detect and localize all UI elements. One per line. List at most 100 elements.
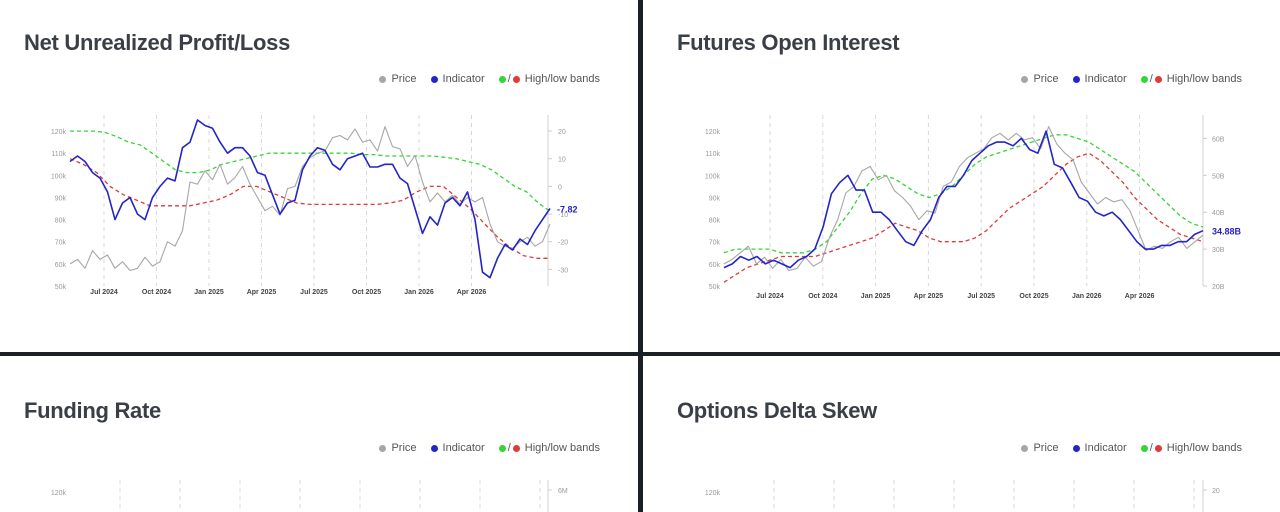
series-line-indicator xyxy=(723,130,1204,269)
x-tick-label: Apr 2025 xyxy=(247,289,277,296)
x-tick-label: Jul 2025 xyxy=(967,293,995,300)
y-left-tick-label: 120k xyxy=(705,129,721,136)
legend-price-label: Price xyxy=(1033,442,1059,454)
x-tick-label: Oct 2024 xyxy=(142,289,171,296)
price-dot-icon xyxy=(379,444,387,452)
y-left-tick-label: 60k xyxy=(55,262,67,269)
chart-legend: Price Indicator / High/low bands xyxy=(379,73,600,85)
y-left-tick-label: 120k xyxy=(51,129,67,136)
legend-indicator-label: Indicator xyxy=(1084,442,1127,454)
y-left-tick-label: 110k xyxy=(51,151,66,158)
x-tick-label: Apr 2025 xyxy=(914,293,944,300)
price-dot-icon xyxy=(1021,444,1029,452)
legend-indicator-label: Indicator xyxy=(1084,73,1127,85)
y-left-tick-label: 50k xyxy=(55,284,67,291)
legend-slash: / xyxy=(1149,73,1153,85)
legend-bands-label: High/low bands xyxy=(1166,73,1242,85)
high-band-dot-icon xyxy=(498,75,506,83)
series-line-price xyxy=(723,126,1204,272)
y-right-tick-label: 30B xyxy=(1212,247,1225,254)
legend-price[interactable]: Price xyxy=(1021,73,1059,85)
y-left-tick-label: 80k xyxy=(55,218,67,225)
indicator-dot-icon xyxy=(1072,444,1080,452)
x-tick-label: Jul 2024 xyxy=(90,289,118,296)
legend-indicator[interactable]: Indicator xyxy=(430,442,485,454)
high-band-dot-icon xyxy=(498,444,506,452)
legend-indicator-label: Indicator xyxy=(442,73,485,85)
legend-bands[interactable]: / High/low bands xyxy=(1140,442,1242,454)
legend-slash: / xyxy=(1149,442,1153,454)
y-left-tick-label: 100k xyxy=(705,173,721,180)
chart-svg: 50k 60k 70k 80k 90k 100k 110k 120k 20B 30B 40B 50B 6… xyxy=(705,115,1242,300)
x-tick-label: Apr 2026 xyxy=(457,289,487,296)
y-right-tick-label: -20 xyxy=(558,240,568,247)
y-right-tick-label: 0 xyxy=(558,184,562,191)
y-right-tick-label: 20B xyxy=(1212,284,1225,291)
chart-title: Futures Open Interest xyxy=(677,30,900,55)
x-tick-label: Oct 2025 xyxy=(352,289,381,296)
legend-price-label: Price xyxy=(1033,73,1059,85)
series-line-low-band xyxy=(723,152,1204,283)
series-line-price xyxy=(69,126,551,272)
y-right-tick-label: -10 xyxy=(558,212,568,219)
y-left-tick-label: 50k xyxy=(709,284,721,291)
chart-title: Options Delta Skew xyxy=(677,398,877,423)
chart-panel-options-delta-skew: Options Delta Skew Price Indicator / High… xyxy=(643,356,1280,512)
y-right-tick-label: 60B xyxy=(1212,136,1225,143)
series-line-high-band xyxy=(70,130,551,212)
price-dot-icon xyxy=(379,75,387,83)
y-right-tick-label: 10 xyxy=(558,157,566,164)
high-band-dot-icon xyxy=(1140,444,1148,452)
x-tick-label: Jan 2025 xyxy=(194,289,224,296)
chart-legend: Price Indicator / High/low bands xyxy=(1021,442,1242,454)
chart-title: Net Unrealized Profit/Loss xyxy=(24,30,291,55)
price-dot-icon xyxy=(1021,75,1029,83)
chart-title: Funding Rate xyxy=(24,398,161,423)
legend-bands-label: High/low bands xyxy=(1166,442,1242,454)
indicator-dot-icon xyxy=(430,444,438,452)
legend-price[interactable]: Price xyxy=(1021,442,1059,454)
x-tick-label: Jan 2026 xyxy=(404,289,434,296)
legend-indicator[interactable]: Indicator xyxy=(1072,442,1127,454)
y-right-tick-label: 50B xyxy=(1212,173,1225,180)
low-band-dot-icon xyxy=(512,75,520,83)
chart-legend: Price Indicator / High/low bands xyxy=(1021,73,1242,85)
legend-indicator-label: Indicator xyxy=(442,442,485,454)
y-left-tick-label: 60k xyxy=(709,262,721,269)
y-left-tick-label: 100k xyxy=(51,173,67,180)
y-left-tick-label: 70k xyxy=(55,240,67,247)
y-left-tick-label: 120k xyxy=(705,490,721,497)
y-right-tick-label: 20 xyxy=(1212,488,1220,495)
legend-bands[interactable]: / High/low bands xyxy=(498,442,600,454)
chart-svg: 50k 60k 70k 80k 90k 100k 110k 120k -30 -20 -10 0 10 2… xyxy=(51,115,578,296)
legend-price-label: Price xyxy=(391,442,417,454)
x-tick-label: Oct 2025 xyxy=(1019,293,1048,300)
y-right-tick-label: 20 xyxy=(558,129,566,136)
x-tick-label: Jul 2025 xyxy=(300,289,328,296)
legend-price[interactable]: Price xyxy=(379,442,417,454)
x-tick-label: Jul 2024 xyxy=(756,293,784,300)
legend-indicator[interactable]: Indicator xyxy=(430,73,485,85)
y-left-tick-label: 90k xyxy=(55,195,67,202)
low-band-dot-icon xyxy=(1154,75,1162,83)
y-right-tick-label: -30 xyxy=(558,267,568,274)
last-value-label: 34.88B xyxy=(1212,227,1242,237)
legend-indicator[interactable]: Indicator xyxy=(1072,73,1127,85)
legend-bands[interactable]: / High/low bands xyxy=(498,73,600,85)
chart-panel-open-interest: Futures Open Interest Price Indicator / H… xyxy=(643,0,1280,352)
y-right-tick-label: 40B xyxy=(1212,210,1225,217)
last-value-label: -7.82 xyxy=(557,205,578,215)
legend-price[interactable]: Price xyxy=(379,73,417,85)
x-tick-label: Jan 2025 xyxy=(861,293,891,300)
low-band-dot-icon xyxy=(1154,444,1162,452)
legend-bands[interactable]: / High/low bands xyxy=(1140,73,1242,85)
indicator-dot-icon xyxy=(430,75,438,83)
legend-price-label: Price xyxy=(391,73,417,85)
chart-svg: 120k 6M xyxy=(51,480,568,512)
chart-legend: Price Indicator / High/low bands xyxy=(379,442,600,454)
chart-svg: 120k 20 xyxy=(705,480,1220,512)
y-left-tick-label: 110k xyxy=(705,151,720,158)
legend-bands-label: High/low bands xyxy=(524,73,600,85)
series-line-indicator xyxy=(69,119,551,279)
